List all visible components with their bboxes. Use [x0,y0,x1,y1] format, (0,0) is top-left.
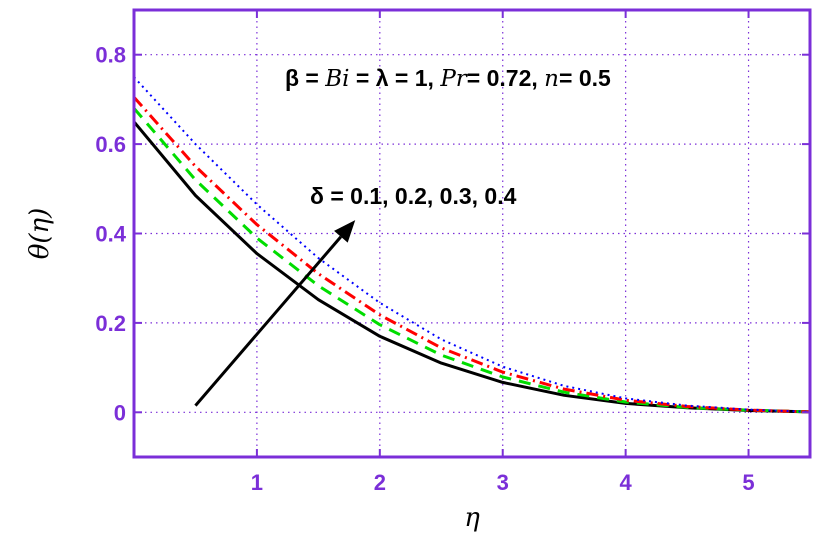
param-pr: Pr [439,66,468,92]
increasing-delta-arrow [194,220,356,407]
param-pr-value: = 0.72, [467,65,544,91]
x-tick-label: 3 [497,470,509,495]
series-line-3 [132,96,811,414]
delta-annotation: δ = 0.1, 0.2, 0.3, 0.4 [310,183,517,209]
arrow-head [334,220,356,243]
param-mid: = λ = 1, [350,65,441,91]
param-beta: β = [285,65,325,91]
y-tick-label: 0.4 [95,222,126,247]
series-group [132,76,811,414]
y-axis-label: θ(η) [25,208,55,260]
param-n-value: = 0.5 [559,65,611,91]
param-n: n [544,66,559,92]
y-tick-label: 0 [114,400,126,425]
x-axis-label: η [464,503,480,533]
tick-labels: 1 2 3 4 5 0 0.2 0.4 0.6 0.8 [95,43,754,495]
y-tick-label: 0.2 [95,311,126,336]
parameter-annotation: β = Bi = λ = 1, Pr= 0.72, n= 0.5 [285,65,611,92]
x-tick-label: 5 [742,470,754,495]
x-tick-label: 4 [620,470,633,495]
param-bi: Bi [324,66,349,92]
y-tick-label: 0.8 [95,43,126,68]
series-line-2 [132,107,811,414]
tick-marks [134,10,810,457]
x-tick-label: 1 [251,470,263,495]
series-line-1 [132,120,811,414]
series-line-4 [133,76,811,413]
y-tick-label: 0.6 [95,132,126,157]
arrow-shaft [194,235,343,407]
x-tick-label: 2 [374,470,386,495]
